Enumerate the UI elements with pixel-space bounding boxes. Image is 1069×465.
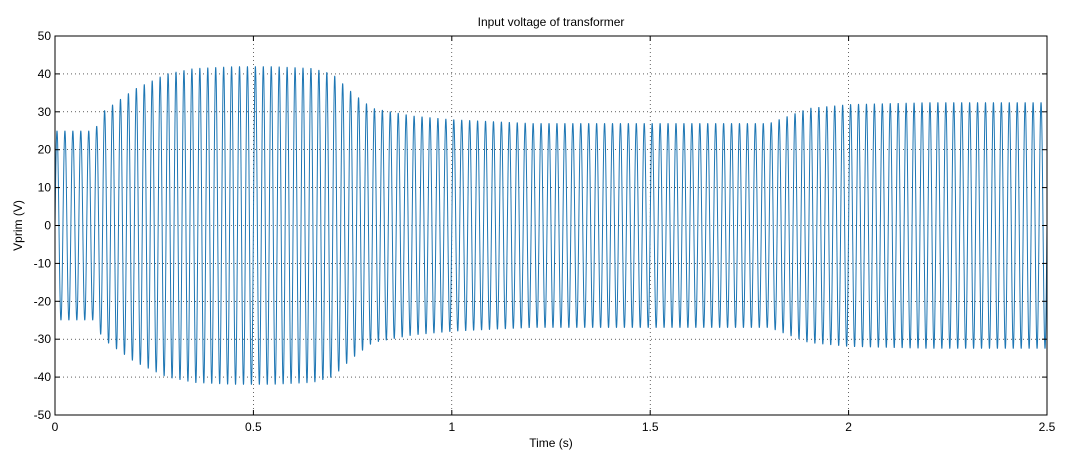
y-axis-label: Vprim (V) xyxy=(11,200,25,251)
x-tick-label: 0.5 xyxy=(245,420,262,434)
y-tick-label: -30 xyxy=(34,332,52,346)
series-line xyxy=(54,66,1048,385)
x-tick-label: 0 xyxy=(52,420,59,434)
x-tick-label: 1 xyxy=(448,420,455,434)
y-tick-label: 10 xyxy=(38,181,52,195)
x-axis-label: Time (s) xyxy=(529,436,573,450)
x-tick-label: 2.5 xyxy=(1039,420,1056,434)
series-group xyxy=(54,66,1048,385)
x-tick-label: 1.5 xyxy=(642,420,659,434)
y-tick-label: 50 xyxy=(38,29,52,43)
x-axis: 0 0.5 1 1.5 2 2.5 xyxy=(52,36,1056,434)
x-tick-label: 2 xyxy=(845,420,852,434)
y-tick-label: -50 xyxy=(34,408,52,422)
y-tick-label: -40 xyxy=(34,370,52,384)
chart-title: Input voltage of transformer xyxy=(478,15,625,29)
y-tick-label: -20 xyxy=(34,294,52,308)
y-tick-label: 40 xyxy=(38,67,52,81)
y-tick-label: 20 xyxy=(38,143,52,157)
y-tick-label: 30 xyxy=(38,105,52,119)
y-tick-label: -10 xyxy=(34,256,52,270)
y-tick-label: 0 xyxy=(44,219,51,233)
y-axis: -50 -40 -30 -20 -10 0 10 20 30 40 50 xyxy=(34,29,1047,422)
